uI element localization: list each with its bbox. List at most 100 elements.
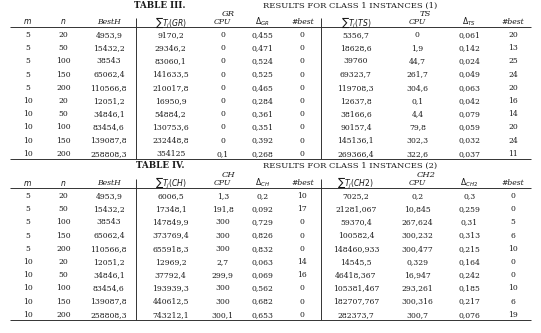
- Text: 282373,7: 282373,7: [338, 311, 374, 319]
- Text: 258808,3: 258808,3: [90, 150, 127, 158]
- Text: 83060,1: 83060,1: [155, 57, 187, 65]
- Text: CPU: CPU: [409, 179, 426, 187]
- Text: 0,042: 0,042: [458, 97, 480, 105]
- Text: 5: 5: [25, 84, 30, 92]
- Text: 0: 0: [415, 31, 420, 39]
- Text: 0: 0: [220, 84, 225, 92]
- Text: 38543: 38543: [96, 218, 121, 226]
- Text: 210017,8: 210017,8: [153, 84, 189, 92]
- Text: 18628,6: 18628,6: [340, 44, 372, 52]
- Text: 0,079: 0,079: [458, 110, 480, 118]
- Text: 232448,8: 232448,8: [153, 137, 189, 145]
- Text: 0: 0: [300, 231, 305, 239]
- Text: 10: 10: [298, 192, 307, 200]
- Text: CPU: CPU: [409, 18, 426, 26]
- Text: 150: 150: [56, 297, 71, 305]
- Text: 10: 10: [23, 258, 32, 266]
- Text: 150: 150: [56, 231, 71, 239]
- Text: 300,232: 300,232: [401, 231, 433, 239]
- Text: $\sum T_j(GR)$: $\sum T_j(GR)$: [155, 15, 187, 30]
- Text: 10: 10: [23, 297, 32, 305]
- Text: 302,3: 302,3: [406, 137, 428, 145]
- Text: 5: 5: [25, 231, 30, 239]
- Text: 0,217: 0,217: [458, 297, 480, 305]
- Text: 0,049: 0,049: [458, 71, 480, 79]
- Text: 200: 200: [56, 245, 71, 253]
- Text: #best: #best: [502, 179, 524, 187]
- Text: 20: 20: [58, 31, 68, 39]
- Text: 7025,2: 7025,2: [342, 192, 370, 200]
- Text: 34846,1: 34846,1: [93, 271, 124, 279]
- Text: 0: 0: [220, 110, 225, 118]
- Text: BestH: BestH: [97, 179, 121, 187]
- Text: 10: 10: [23, 150, 32, 158]
- Text: 14: 14: [298, 258, 307, 266]
- Text: 12969,2: 12969,2: [155, 258, 187, 266]
- Text: 59370,4: 59370,4: [340, 218, 372, 226]
- Text: 0: 0: [300, 218, 305, 226]
- Text: 147849,9: 147849,9: [153, 218, 189, 226]
- Text: 16,947: 16,947: [404, 271, 431, 279]
- Text: 100: 100: [56, 284, 71, 292]
- Text: 39760: 39760: [344, 57, 368, 65]
- Text: 38543: 38543: [96, 57, 121, 65]
- Text: 110566,8: 110566,8: [90, 84, 127, 92]
- Text: 16950,9: 16950,9: [155, 97, 187, 105]
- Text: TS: TS: [420, 10, 432, 18]
- Text: 0,826: 0,826: [252, 231, 273, 239]
- Text: 5: 5: [25, 218, 30, 226]
- Text: 0: 0: [510, 192, 515, 200]
- Text: 0,142: 0,142: [458, 44, 480, 52]
- Text: 16: 16: [508, 97, 518, 105]
- Text: 0: 0: [510, 205, 515, 213]
- Text: 300,7: 300,7: [406, 311, 428, 319]
- Text: 267,624: 267,624: [401, 218, 433, 226]
- Text: 50: 50: [58, 44, 68, 52]
- Text: 0: 0: [220, 137, 225, 145]
- Text: 373769,4: 373769,4: [153, 231, 189, 239]
- Text: 50: 50: [58, 271, 68, 279]
- Text: 0: 0: [300, 150, 305, 158]
- Text: 19: 19: [508, 311, 518, 319]
- Text: 0: 0: [510, 271, 515, 279]
- Text: 0: 0: [300, 110, 305, 118]
- Text: RESULTS FOR CLASS 1 INSTANCES (2): RESULTS FOR CLASS 1 INSTANCES (2): [263, 162, 437, 170]
- Text: 139087,8: 139087,8: [90, 297, 127, 305]
- Text: 79,8: 79,8: [409, 123, 426, 131]
- Text: 0,259: 0,259: [458, 205, 480, 213]
- Text: 0,164: 0,164: [458, 258, 480, 266]
- Text: 0,351: 0,351: [252, 123, 273, 131]
- Text: CH2: CH2: [416, 171, 436, 179]
- Text: 299,9: 299,9: [212, 271, 234, 279]
- Text: 0,524: 0,524: [252, 57, 273, 65]
- Text: 300: 300: [215, 218, 230, 226]
- Text: 0,3: 0,3: [463, 192, 476, 200]
- Text: 0,729: 0,729: [252, 218, 273, 226]
- Text: 0: 0: [300, 284, 305, 292]
- Text: 100582,4: 100582,4: [338, 231, 374, 239]
- Text: 5356,7: 5356,7: [342, 31, 370, 39]
- Text: 293,261: 293,261: [401, 284, 433, 292]
- Text: 20: 20: [508, 123, 518, 131]
- Text: 10: 10: [23, 123, 32, 131]
- Text: 119708,3: 119708,3: [338, 84, 374, 92]
- Text: 440612,5: 440612,5: [153, 297, 189, 305]
- Text: 0: 0: [220, 123, 225, 131]
- Text: 0: 0: [220, 31, 225, 39]
- Text: 20: 20: [58, 258, 68, 266]
- Text: #best: #best: [291, 179, 314, 187]
- Text: 100: 100: [56, 123, 71, 131]
- Text: 0,284: 0,284: [252, 97, 273, 105]
- Text: 6006,5: 6006,5: [157, 192, 184, 200]
- Text: 9170,2: 9170,2: [157, 31, 184, 39]
- Text: 0: 0: [300, 31, 305, 39]
- Text: 0,061: 0,061: [458, 31, 480, 39]
- Text: 0,185: 0,185: [458, 284, 480, 292]
- Text: 54884,2: 54884,2: [155, 110, 187, 118]
- Text: 0,076: 0,076: [458, 311, 480, 319]
- Text: 300: 300: [215, 231, 230, 239]
- Text: 130753,6: 130753,6: [153, 123, 189, 131]
- Text: 0,361: 0,361: [252, 110, 273, 118]
- Text: 12637,8: 12637,8: [340, 97, 372, 105]
- Text: 100: 100: [56, 57, 71, 65]
